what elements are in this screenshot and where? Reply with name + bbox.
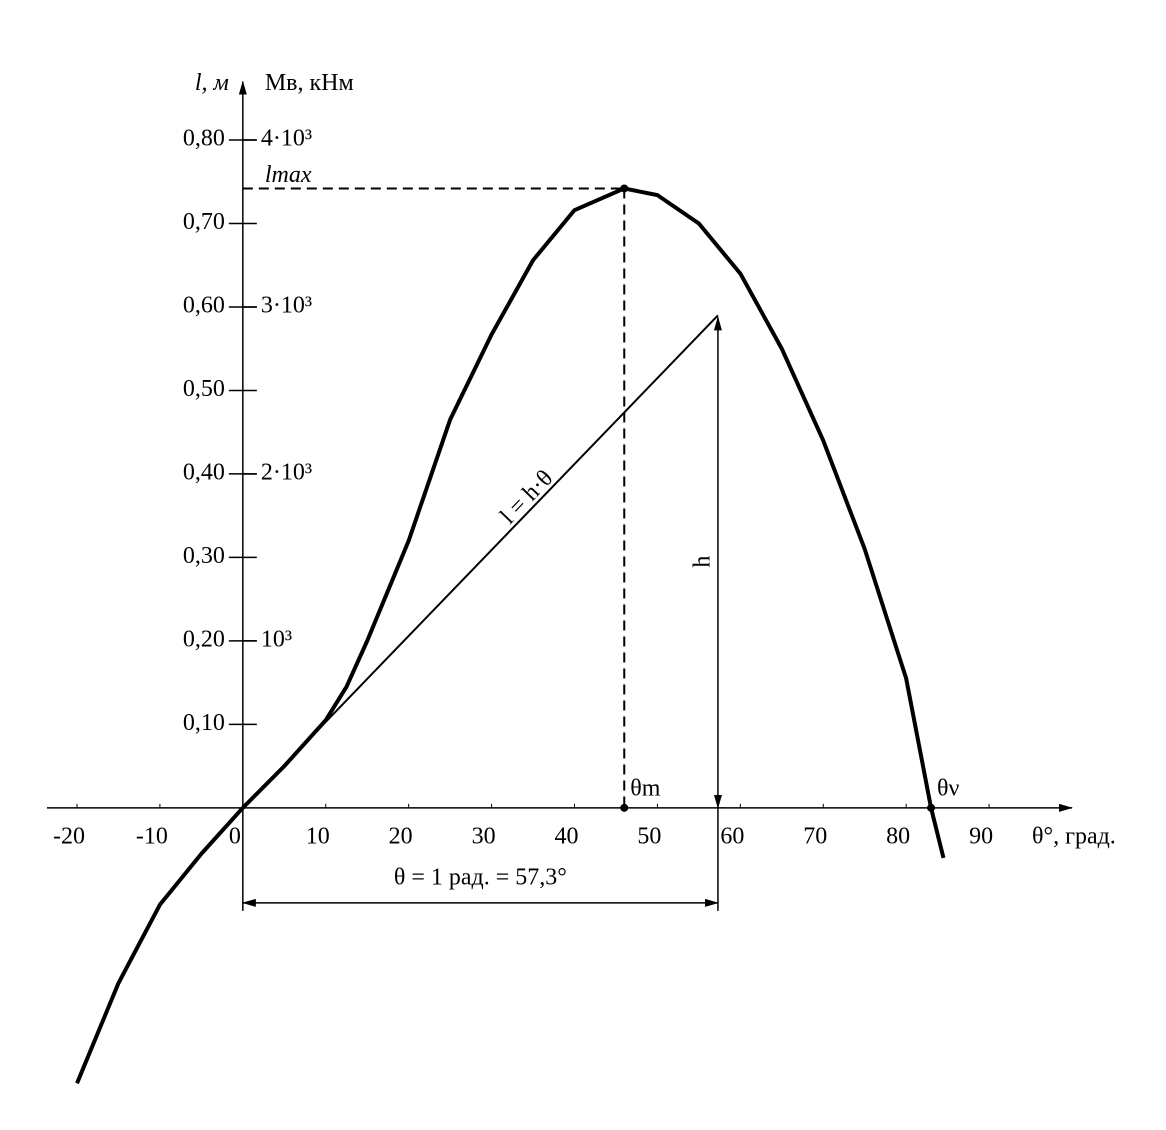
y-axis-label: l, м [195, 70, 229, 96]
y-tick-label: 0,30 [183, 543, 225, 569]
x-tick-label: 70 [803, 823, 827, 849]
max-label: lmax [265, 162, 312, 188]
y2-axis-label: Mв, кНм [265, 70, 354, 96]
x-tick-label: 0 [229, 823, 241, 849]
y-tick-label: 0,40 [183, 459, 225, 485]
y2-tick-label: 3·10³ [261, 292, 312, 318]
y2-tick-label: 10³ [261, 626, 292, 652]
tangent-label: l = h·θ [495, 465, 558, 529]
radian-label: θ = 1 рад. = 57,3° [394, 864, 567, 890]
x-tick-label: 50 [637, 823, 661, 849]
theta-m-point [620, 803, 629, 812]
x-tick-label: -10 [136, 823, 168, 849]
h-label: h [689, 556, 715, 568]
curve [75, 186, 946, 1085]
y-tick-label: 0,80 [183, 126, 225, 152]
x-tick-label: 40 [555, 823, 579, 849]
x-tick-label: -20 [53, 823, 85, 849]
x-tick-label: 60 [720, 823, 744, 849]
y-tick-label: 0,50 [183, 376, 225, 402]
theta-m-label: θm [630, 775, 660, 801]
vanish-label: θν [937, 775, 959, 801]
y2-tick-label: 2·10³ [261, 459, 312, 485]
x-tick-label: 20 [389, 823, 413, 849]
x-tick-label: 30 [472, 823, 496, 849]
y-tick-label: 0,60 [183, 292, 225, 318]
x-tick-label: 80 [886, 823, 910, 849]
x-axis-label: θ°, град. [1032, 823, 1116, 849]
x-tick-label: 90 [969, 823, 993, 849]
y-tick-label: 0,10 [183, 710, 225, 736]
y-tick-label: 0,70 [183, 209, 225, 235]
y2-tick-label: 4·10³ [261, 126, 312, 152]
y-tick-label: 0,20 [183, 626, 225, 652]
x-tick-label: 10 [306, 823, 330, 849]
